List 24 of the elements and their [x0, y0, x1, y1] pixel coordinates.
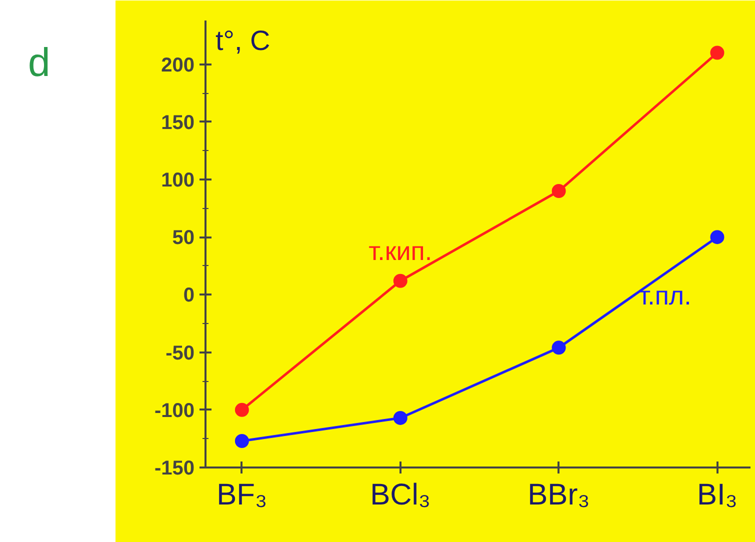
y-tick-label: 150: [161, 112, 195, 134]
y-tick-label: -100: [154, 400, 194, 422]
x-tick-label: BCl₃: [370, 478, 431, 512]
point: [710, 46, 724, 60]
y-axis-title: t°, C: [216, 25, 270, 56]
point: [234, 402, 249, 417]
point: [234, 434, 249, 448]
y-tick-label: 0: [183, 284, 194, 307]
y-tick-label: -150: [154, 458, 194, 480]
point: [552, 340, 566, 355]
y-tick-label: 50: [172, 227, 195, 250]
series-label: т.пл.: [638, 280, 692, 311]
point: [710, 230, 724, 244]
point: [393, 410, 408, 425]
y-tick-label: -50: [166, 342, 194, 364]
point: [552, 184, 566, 198]
x-tick-label: BF₃: [216, 478, 268, 512]
text: d: [28, 40, 50, 87]
series-label: т.кип.: [368, 236, 432, 266]
y-tick-label: 200: [161, 54, 195, 76]
y-tick-label: 100: [161, 169, 195, 192]
point: [393, 274, 408, 288]
x-tick-label: BI₃: [696, 478, 738, 512]
x-tick-label: BBr₃: [528, 478, 590, 512]
